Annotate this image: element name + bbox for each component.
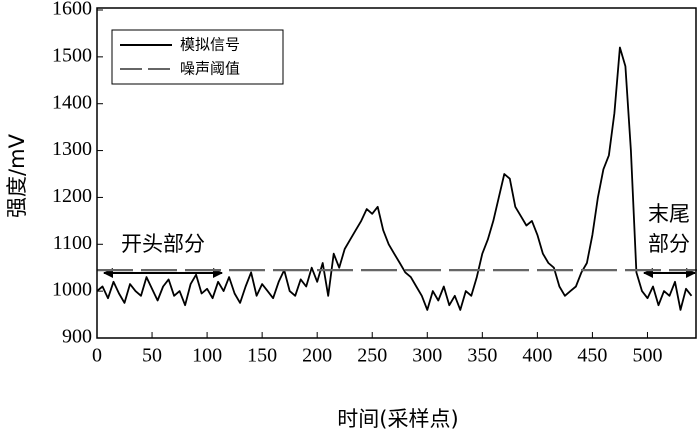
y-tick-label: 1400	[52, 91, 92, 113]
y-tick-label: 1600	[52, 0, 92, 20]
legend-label: 模拟信号	[180, 36, 240, 54]
x-tick-label: 50	[142, 345, 162, 367]
x-axis-label: 时间(采样点)	[337, 407, 458, 431]
x-tick-label: 100	[192, 345, 222, 367]
y-tick-label: 1300	[52, 138, 92, 160]
x-tick-label: 400	[522, 345, 552, 367]
x-tick-label: 450	[577, 345, 607, 367]
y-tick-label: 1100	[53, 232, 92, 254]
x-tick-label: 0	[92, 345, 102, 367]
y-axis-label: 强度/mV	[5, 133, 29, 218]
y-tick-label: 1500	[52, 44, 92, 66]
x-tick-label: 500	[632, 345, 662, 367]
annotation: 开头部分	[121, 232, 205, 256]
y-tick-label: 900	[62, 326, 92, 348]
x-tick-label: 250	[357, 345, 387, 367]
x-tick-label: 350	[467, 345, 497, 367]
data-line	[96, 46, 693, 311]
x-tick-label: 150	[247, 345, 277, 367]
plot-frame	[96, 7, 697, 339]
x-tick-label: 200	[302, 345, 332, 367]
legend-label: 噪声阈值	[180, 60, 240, 78]
y-tick-label: 1200	[52, 185, 92, 207]
annotation: 部分	[648, 232, 690, 256]
legend-box	[111, 29, 284, 85]
y-tick-label: 1000	[52, 279, 92, 301]
x-tick-label: 300	[412, 345, 442, 367]
annotation: 末尾	[648, 202, 690, 226]
